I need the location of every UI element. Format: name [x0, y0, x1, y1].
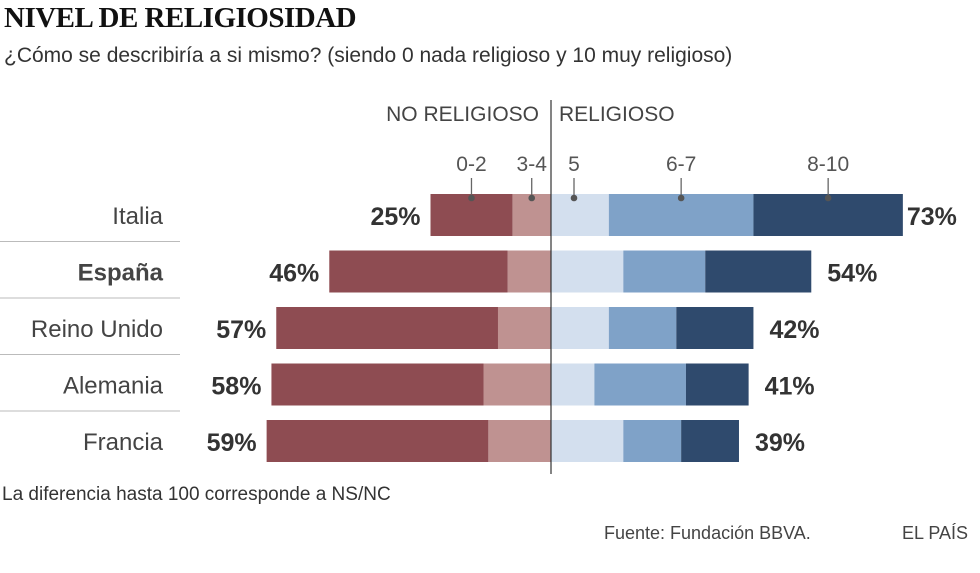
category-label: Alemania: [63, 373, 164, 400]
legend-label: 6-7: [666, 153, 696, 176]
side-label-right: RELIGIOSO: [559, 103, 675, 126]
category-label: Reino Unido: [31, 316, 163, 343]
bar-segment-8-10: [705, 250, 812, 293]
bar-segment-0-2: [271, 363, 484, 406]
bar-segment-5: [551, 420, 624, 462]
source: Fuente: Fundación BBVA.: [604, 523, 811, 543]
chart-subtitle: ¿Cómo se describiría a si mismo? (siendo…: [4, 44, 733, 67]
chart-title: NIVEL DE RELIGIOSIDAD: [4, 2, 357, 34]
bar-segment-0-2: [329, 250, 508, 293]
category-label: Italia: [112, 203, 163, 230]
bar-segment-5: [551, 307, 609, 349]
legend-dot: [677, 194, 685, 202]
total-right-label: 54%: [827, 260, 877, 288]
legend-label: 8-10: [807, 153, 849, 176]
footnote: La diferencia hasta 100 corresponde a NS…: [2, 484, 391, 505]
total-right-label: 42%: [769, 316, 819, 344]
legend-dot: [570, 194, 578, 202]
bar-segment-5: [551, 194, 609, 236]
bar-segment-3-4: [507, 250, 551, 293]
bar-segment-6-7: [594, 363, 686, 406]
total-left-label: 25%: [370, 203, 420, 231]
side-label-left: NO RELIGIOSO: [386, 103, 539, 126]
bar-segment-0-2: [266, 420, 489, 462]
brand: EL PAÍS: [902, 523, 969, 543]
bar-segment-6-7: [608, 307, 677, 349]
bar-segment-3-4: [497, 307, 551, 349]
bar-segment-6-7: [623, 420, 682, 462]
bar-segment-0-2: [276, 307, 498, 349]
total-left-label: 58%: [211, 373, 261, 401]
total-right-label: 39%: [755, 429, 805, 457]
legend-label: 5: [568, 153, 580, 176]
bar-segment-8-10: [685, 363, 749, 406]
bar-segment-5: [551, 363, 595, 406]
total-right-label: 73%: [907, 203, 957, 231]
legend-dot: [468, 194, 475, 202]
bar-segment-6-7: [623, 250, 706, 293]
category-label: Francia: [83, 429, 164, 456]
total-left-label: 46%: [269, 260, 319, 288]
total-right-label: 41%: [765, 373, 815, 401]
total-left-label: 57%: [216, 316, 266, 344]
legend-dot: [824, 194, 832, 202]
total-left-label: 59%: [207, 429, 257, 457]
bar-segment-5: [551, 250, 624, 293]
category-label: España: [78, 260, 164, 287]
legend-label: 0-2: [456, 153, 486, 176]
bar-segment-3-4: [483, 363, 551, 406]
bar-segment-8-10: [681, 420, 739, 462]
legend-label: 3-4: [517, 153, 548, 176]
bar-segment-3-4: [488, 420, 551, 462]
bar-segment-8-10: [676, 307, 754, 349]
legend-dot: [528, 194, 536, 202]
